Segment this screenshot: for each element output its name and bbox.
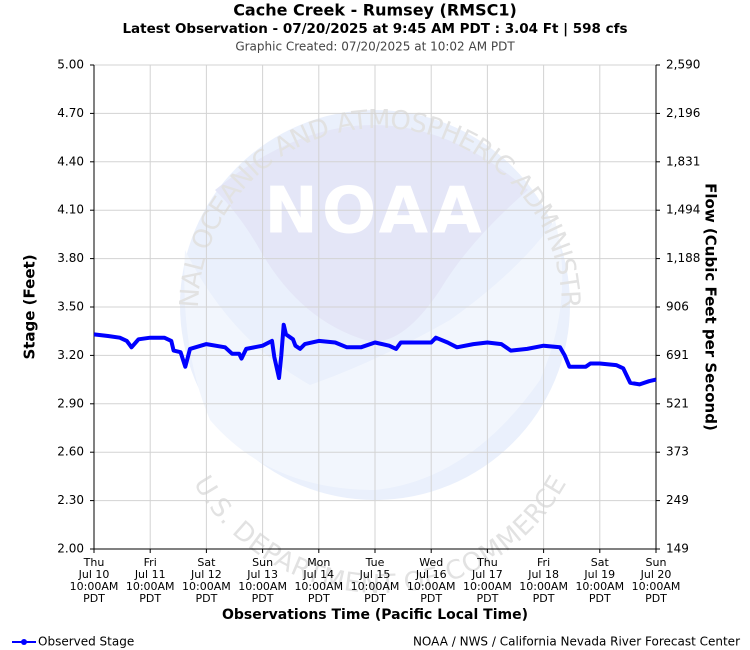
chart-subtitle: Latest Observation - 07/20/2025 at 9:45 … — [122, 21, 627, 37]
x-tick-label: Wed — [419, 556, 443, 569]
watermark-shape — [215, 125, 528, 342]
x-tick-label: Thu — [476, 556, 498, 569]
y-tick-label: 2.60 — [57, 445, 84, 459]
x-tick-label: 10:00AM — [70, 580, 119, 593]
y2-tick-label: 906 — [666, 300, 689, 314]
x-tick-label: PDT — [420, 592, 442, 605]
x-tick-label: Jul 13 — [246, 568, 278, 581]
x-tick-label: Sat — [197, 556, 216, 569]
x-tick-label: PDT — [83, 592, 105, 605]
x-tick-label: PDT — [364, 592, 386, 605]
y-axis-label: Stage (Feet) — [21, 254, 39, 359]
x-tick-label: 10:00AM — [126, 580, 175, 593]
y-tick-label: 3.20 — [57, 348, 84, 362]
x-tick-label: Jul 15 — [359, 568, 391, 581]
y2-tick-label: 1,831 — [666, 154, 700, 168]
x-tick-label: 10:00AM — [294, 580, 343, 593]
y-tick-label: 2.00 — [57, 542, 84, 556]
x-tick-label: 10:00AM — [182, 580, 231, 593]
x-tick-label: 10:00AM — [632, 580, 681, 593]
x-tick-label: Sun — [252, 556, 273, 569]
watermark: NOAA NATIONAL OCEANIC AND ATMOSPHERIC AD… — [0, 0, 586, 600]
x-tick-label: PDT — [589, 592, 611, 605]
chart-title: Cache Creek - Rumsey (RMSC1) — [233, 1, 517, 20]
x-tick-label: Jul 17 — [471, 568, 503, 581]
y2-tick-label: 2,196 — [666, 106, 700, 120]
x-tick-label: Mon — [307, 556, 330, 569]
credit: NOAA / NWS / California Nevada River For… — [413, 635, 740, 649]
x-tick-label: 10:00AM — [519, 580, 568, 593]
y2-tick-label: 1,188 — [666, 251, 700, 265]
y2-tick-label: 149 — [666, 542, 689, 556]
y2-tick-label: 373 — [666, 445, 689, 459]
x-tick-label: Jul 19 — [583, 568, 615, 581]
created-note: Graphic Created: 07/20/2025 at 10:02 AM … — [235, 40, 515, 54]
x-tick-label: 10:00AM — [575, 580, 624, 593]
x-tick-label: Jul 16 — [415, 568, 447, 581]
legend-label: Observed Stage — [38, 635, 134, 649]
y2-tick-label: 2,590 — [666, 58, 700, 72]
x-tick-label: Jul 11 — [134, 568, 166, 581]
x-tick-label: Sat — [591, 556, 610, 569]
data-line — [93, 322, 657, 387]
watermark-logo: NOAA — [264, 175, 485, 249]
y-tick-label: 3.50 — [57, 300, 84, 314]
x-tick-label: PDT — [195, 592, 217, 605]
x-tick-label: 10:00AM — [407, 580, 456, 593]
x-tick-label: Jul 18 — [527, 568, 559, 581]
watermark-shape — [184, 220, 563, 490]
x-tick-label: Thu — [83, 556, 105, 569]
x-tick-label: PDT — [139, 592, 161, 605]
x-tick-label: PDT — [533, 592, 555, 605]
y-tick-label: 4.70 — [57, 106, 84, 120]
x-tick-label: PDT — [252, 592, 274, 605]
y-tick-label: 3.80 — [57, 251, 84, 265]
x-tick-label: 10:00AM — [351, 580, 400, 593]
x-tick-label: Fri — [537, 556, 550, 569]
x-tick-label: PDT — [645, 592, 667, 605]
y2-tick-label: 521 — [666, 396, 689, 410]
x-tick-label: 10:00AM — [238, 580, 287, 593]
y-tick-label: 2.30 — [57, 493, 84, 507]
y2-axis-label: Flow (Cubic Feet per Second) — [702, 183, 720, 431]
legend-swatch — [21, 639, 27, 645]
x-tick-label: PDT — [476, 592, 498, 605]
x-axis-label: Observations Time (Pacific Local Time) — [222, 607, 528, 623]
x-tick-label: Jul 14 — [302, 568, 334, 581]
y-tick-label: 4.10 — [57, 203, 84, 217]
x-tick-label: Sun — [646, 556, 667, 569]
y-tick-label: 2.90 — [57, 396, 84, 410]
y2-tick-label: 691 — [666, 348, 689, 362]
y2-tick-label: 249 — [666, 493, 689, 507]
x-tick-label: Fri — [144, 556, 157, 569]
x-tick-label: Jul 10 — [78, 568, 110, 581]
x-tick-label: Jul 20 — [640, 568, 672, 581]
x-tick-label: PDT — [308, 592, 330, 605]
y2-tick-label: 1,494 — [666, 203, 700, 217]
x-tick-label: 10:00AM — [463, 580, 512, 593]
x-tick-label: Jul 12 — [190, 568, 222, 581]
y-tick-label: 5.00 — [57, 58, 84, 72]
y-tick-label: 4.40 — [57, 154, 84, 168]
x-tick-label: Tue — [365, 556, 385, 569]
